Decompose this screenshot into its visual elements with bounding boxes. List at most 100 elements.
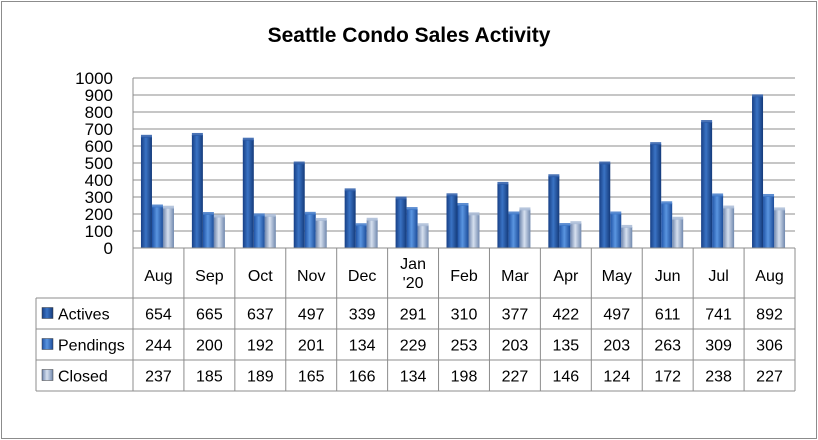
x-tick-label: Jan '20 (400, 256, 426, 292)
table-cell-actives: 497 (298, 307, 325, 324)
bar-closed (417, 225, 429, 248)
bar-top-pendings (202, 212, 214, 215)
bar-top-actives (395, 196, 407, 200)
table-cell-actives: 741 (705, 307, 732, 324)
table-cell-actives: 892 (756, 307, 783, 324)
x-tick-label-line: '20 (403, 275, 424, 292)
bar-top-pendings (304, 211, 316, 215)
table-cell-closed: 124 (603, 369, 630, 386)
table-cell-actives: 654 (145, 307, 172, 324)
table-cell-pendings: 229 (400, 338, 427, 355)
y-tick-label: 800 (85, 103, 113, 122)
x-tick-label: Feb (450, 268, 478, 285)
series-name-pendings: Pendings (58, 338, 125, 355)
bar-top-actives (650, 142, 662, 146)
bar-top-actives (599, 161, 611, 165)
table-cell-closed: 237 (145, 369, 172, 386)
bar-top-closed (162, 205, 174, 209)
bar-actives (752, 96, 764, 248)
y-tick-label: 500 (85, 154, 113, 173)
table-cell-pendings: 253 (451, 338, 478, 355)
table-cell-closed: 198 (451, 369, 478, 386)
bar-closed (570, 223, 582, 248)
bar-top-closed (570, 221, 582, 225)
bar-pendings (712, 195, 724, 248)
table-cell-actives: 291 (400, 307, 427, 324)
bar-pendings (202, 214, 214, 248)
bar-top-closed (315, 217, 327, 221)
y-tick-label: 900 (85, 86, 113, 105)
bar-closed (621, 226, 633, 248)
table-cell-actives: 665 (196, 307, 223, 324)
bar-pendings (304, 213, 316, 248)
bar-actives (293, 163, 305, 248)
table-cell-actives: 422 (552, 307, 579, 324)
bar-actives (599, 163, 611, 248)
table-cell-pendings: 306 (756, 338, 783, 355)
table-cell-closed: 185 (196, 369, 223, 386)
table-cell-actives: 637 (247, 307, 274, 324)
bar-actives (650, 144, 662, 248)
legend-key-actives (41, 307, 54, 319)
table-cell-pendings: 192 (247, 338, 274, 355)
bar-top-pendings (610, 211, 622, 215)
bar-top-pendings (457, 202, 469, 206)
table-cell-pendings: 203 (502, 338, 529, 355)
bar-actives (446, 195, 458, 248)
bar-top-actives (548, 174, 560, 178)
bar-top-actives (293, 161, 305, 165)
bar-top-actives (242, 137, 254, 141)
x-tick-label-line: Jan (400, 256, 426, 273)
y-tick-label: 1000 (75, 69, 113, 88)
series-name-closed: Closed (58, 369, 108, 386)
bar-top-closed (774, 207, 786, 211)
bar-closed (672, 218, 684, 248)
bar-top-pendings (559, 223, 571, 227)
legend-key-closed (41, 369, 54, 381)
bar-top-pendings (355, 223, 367, 227)
bar-top-closed (264, 213, 276, 217)
y-tick-label: 200 (85, 205, 113, 224)
x-tick-label: Sep (195, 268, 224, 285)
x-tick-label: Dec (348, 268, 376, 285)
x-tick-label: Mar (501, 268, 529, 285)
x-tick-label: Jun (655, 268, 681, 285)
table-cell-pendings: 263 (654, 338, 681, 355)
bar-closed (366, 219, 378, 248)
chart-title: Seattle Condo Sales Activity (267, 24, 551, 47)
legend-key-pendings (41, 338, 54, 350)
bar-top-pendings (661, 201, 673, 205)
table-cell-actives: 497 (603, 307, 630, 324)
bar-top-pendings (151, 204, 163, 208)
bar-top-pendings (253, 213, 265, 217)
x-tick-label: Jul (708, 268, 728, 285)
x-tick-label: Nov (297, 268, 325, 285)
table-cell-pendings: 244 (145, 338, 172, 355)
table-cell-pendings: 135 (552, 338, 579, 355)
bar-pendings (355, 225, 367, 248)
bar-closed (315, 219, 327, 248)
y-tick-label: 700 (85, 120, 113, 139)
bar-actives (497, 183, 509, 248)
x-tick-label: Aug (144, 268, 172, 285)
bar-pendings (661, 203, 673, 248)
bar-top-actives (701, 120, 713, 124)
bar-top-closed (519, 207, 531, 211)
bar-pendings (406, 209, 418, 248)
bar-top-closed (366, 217, 378, 221)
bar-top-actives (191, 132, 203, 136)
table-cell-pendings: 203 (603, 338, 630, 355)
bar-actives (395, 198, 407, 248)
bar-pendings (151, 206, 163, 248)
bar-actives (344, 190, 356, 248)
y-tick-label: 100 (85, 222, 113, 241)
bar-actives (140, 136, 152, 248)
x-tick-label: Oct (248, 268, 273, 285)
bar-top-actives (140, 134, 152, 138)
table-cell-closed: 227 (502, 369, 529, 386)
table-cell-closed: 238 (705, 369, 732, 386)
table-cell-pendings: 134 (349, 338, 376, 355)
bar-pendings (253, 215, 265, 248)
bar-top-closed (672, 216, 684, 220)
